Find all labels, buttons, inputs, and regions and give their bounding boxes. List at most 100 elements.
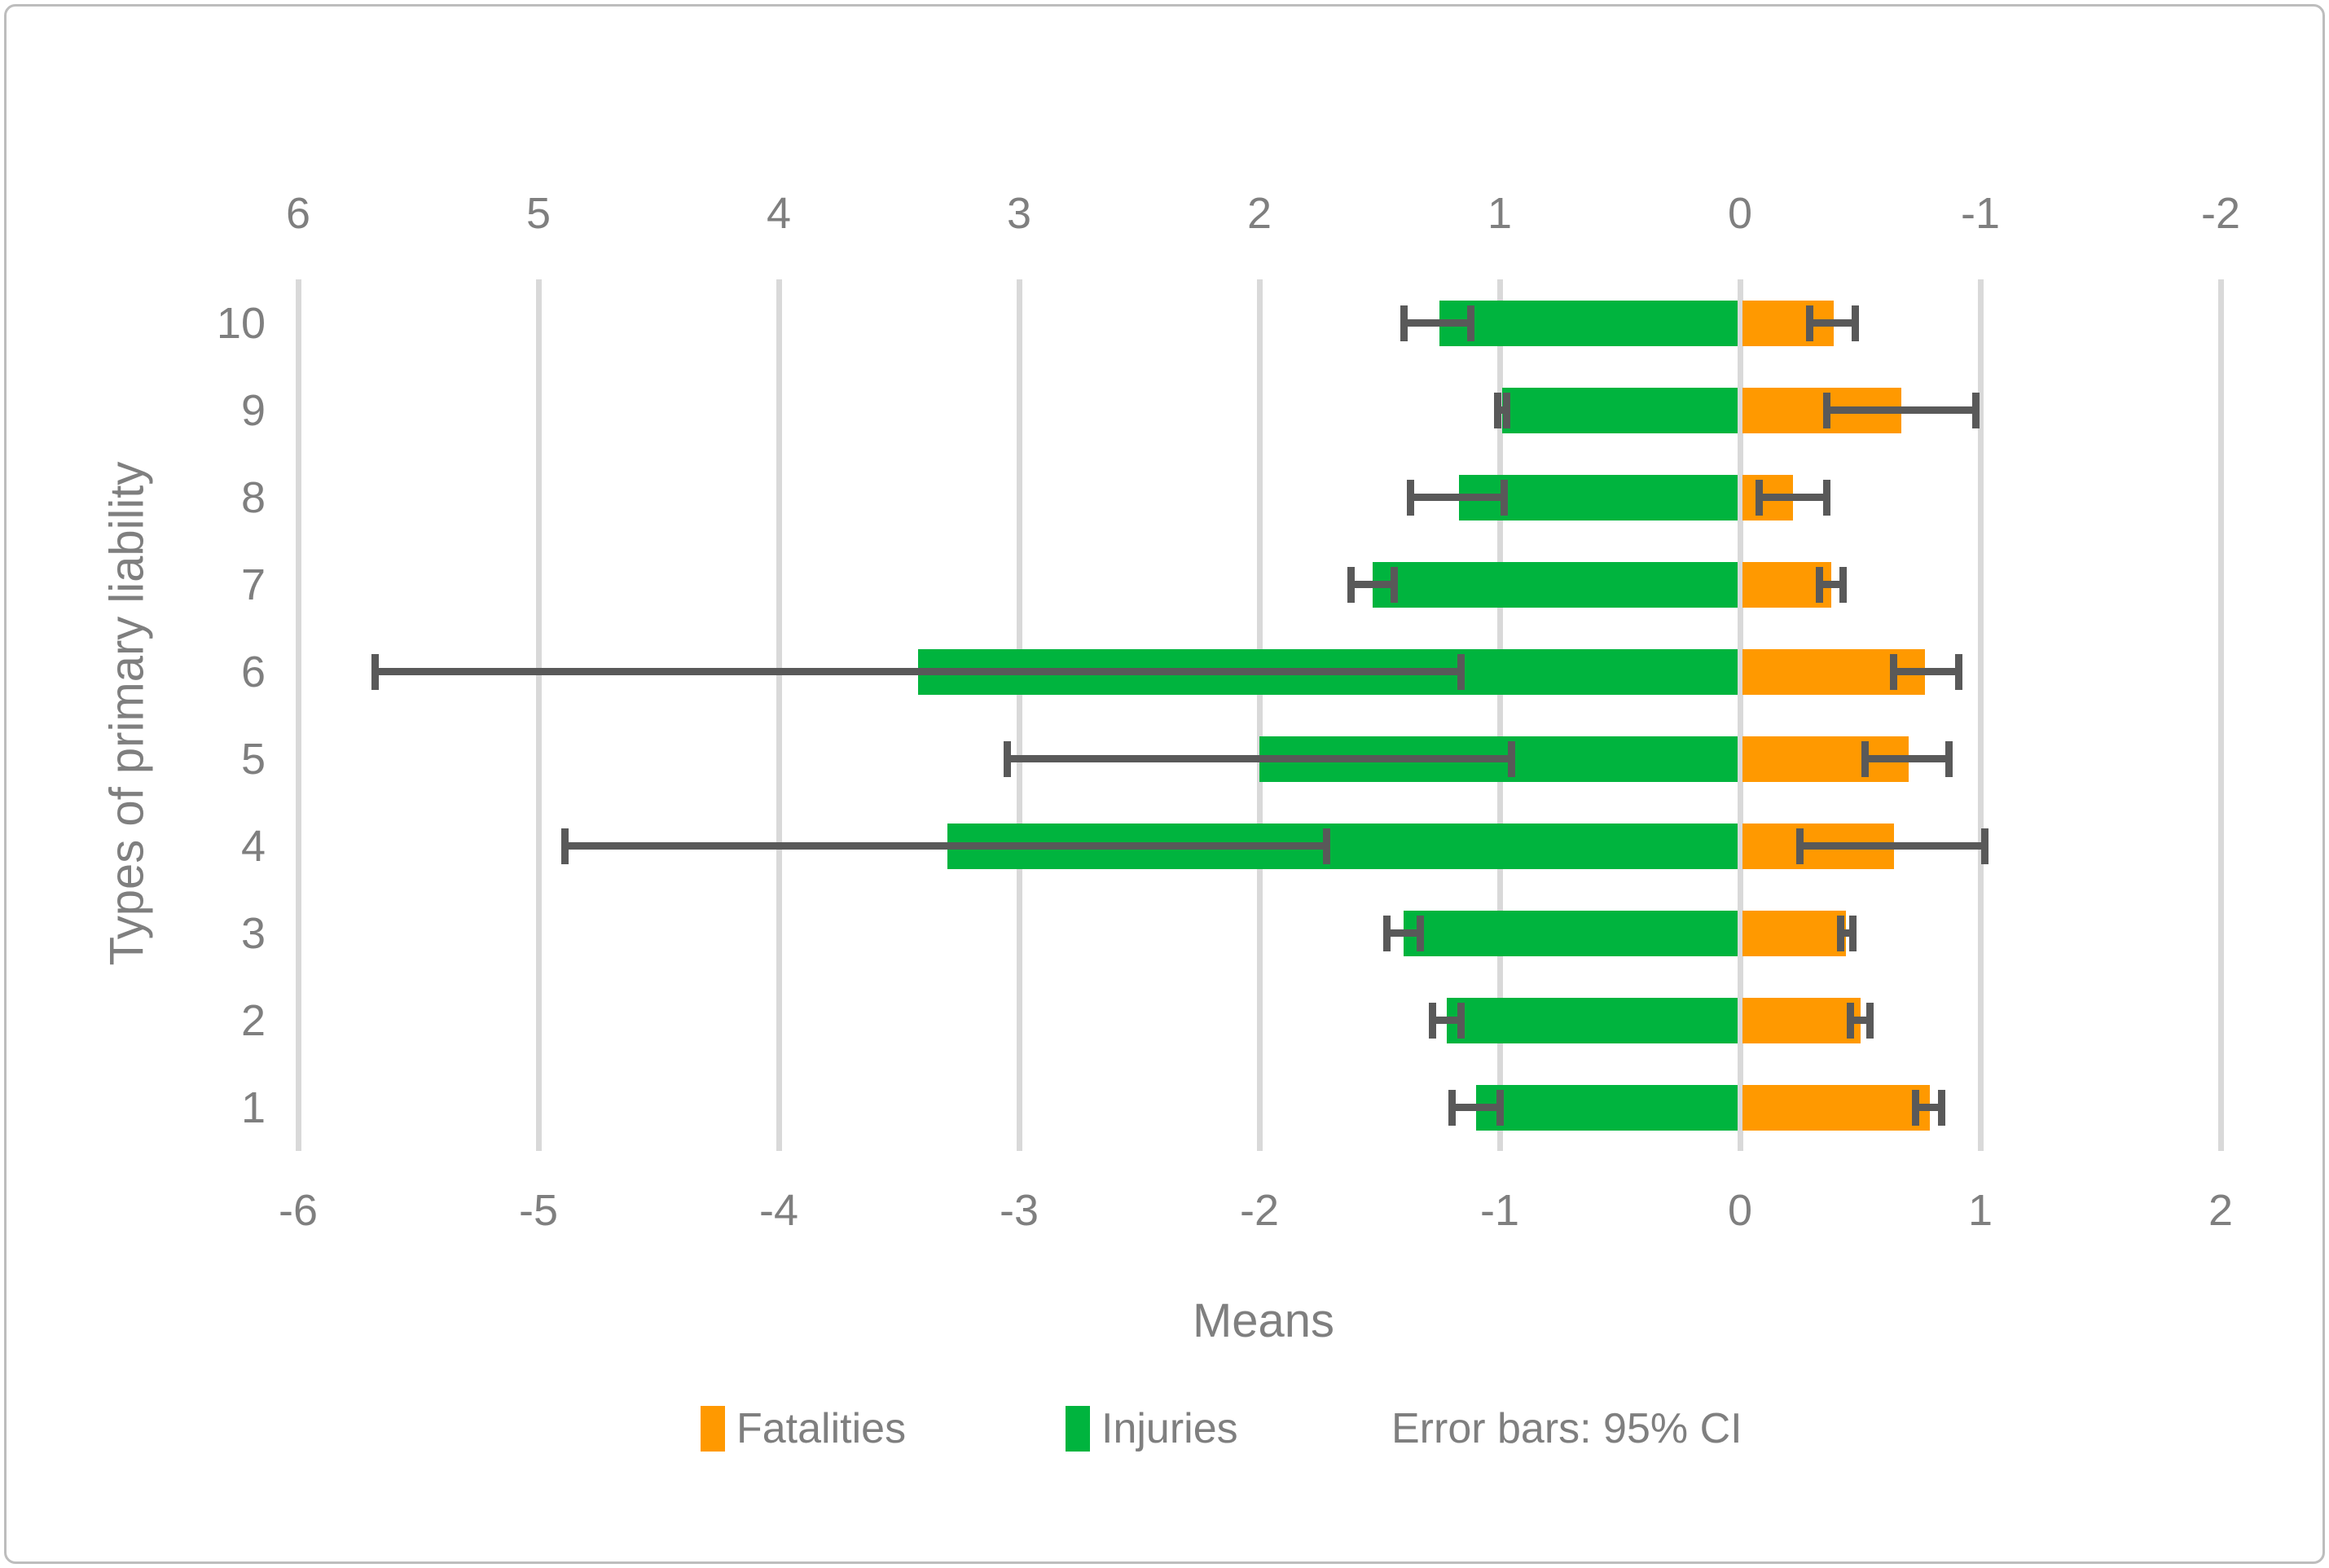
fatalities-error-bar-cap [1954, 653, 1962, 690]
fatalities-error-bar [1819, 581, 1843, 588]
fatalities-error-bar-cap [1822, 479, 1830, 516]
injuries-error-bar-cap [1457, 1002, 1466, 1039]
category-label: 9 [240, 385, 266, 435]
fatalities-error-bar-cap [1971, 392, 1980, 428]
fatalities-swatch-icon [701, 1406, 725, 1452]
fatalities-error-bar [1840, 929, 1853, 937]
injuries-bar [1475, 1084, 1738, 1131]
x-axis-title: Means [1192, 1294, 1335, 1347]
injuries-error-bar [1351, 581, 1395, 588]
top-axis-tick-label: 0 [1727, 189, 1753, 238]
chart-figure: 6 -6 5 -5 4 -4 3 -3 2 -2 1 -1 0 0 -1 1 -2 2 10 9 8 7 6 5 4 3 2 1 Me… [4, 4, 2325, 1564]
injuries-error-bar-cap [1417, 915, 1425, 951]
injuries-error-bar-cap [1503, 392, 1511, 428]
fatalities-error-bar-cap [1839, 566, 1848, 603]
plot-area: 6 -6 5 -5 4 -4 3 -3 2 -2 1 -1 0 0 -1 1 -2 2 10 9 8 7 6 5 4 3 2 1 [7, 7, 2322, 1561]
fatalities-error-bar-cap [1796, 828, 1804, 864]
fatalities-error-bar-cap [1815, 566, 1823, 603]
fatalities-error-bar-cap [1945, 740, 1953, 777]
top-axis-tick-label: -1 [1960, 189, 2000, 238]
injuries-error-bar [1452, 1104, 1500, 1111]
error-bar-note: Error bars: 95% CI [1391, 1405, 1742, 1452]
fatalities-bar [1742, 997, 1861, 1043]
injuries-error-bar-cap [1428, 1002, 1436, 1039]
fatalities-error-bar [1915, 1104, 1942, 1111]
legend-item-injuries: Injuries [1066, 1396, 1238, 1461]
fatalities-error-bar [1893, 668, 1959, 675]
bottom-axis-tick-label: 0 [1727, 1186, 1753, 1235]
gridline [535, 279, 542, 1151]
fatalities-error-bar [1850, 1017, 1870, 1024]
fatalities-error-bar-cap [1981, 828, 1989, 864]
category-label: 1 [240, 1083, 266, 1132]
top-axis-tick-label: 4 [766, 189, 792, 238]
injuries-error-bar-cap [1457, 653, 1466, 690]
injuries-error-bar-cap [1467, 305, 1475, 341]
bottom-axis-tick-label: 1 [1967, 1186, 1993, 1235]
fatalities-error-bar [1759, 494, 1827, 501]
bottom-axis-tick-label: -4 [758, 1186, 798, 1235]
gridline [295, 279, 301, 1151]
injuries-error-bar [1007, 755, 1512, 762]
bottom-axis-tick-label: -5 [518, 1186, 558, 1235]
fatalities-error-bar-cap [1837, 915, 1845, 951]
fatalities-error-bar [1799, 842, 1985, 850]
gridline [1016, 279, 1022, 1151]
fatalities-error-bar [1865, 755, 1949, 762]
gridline [1737, 279, 1743, 1151]
injuries-error-bar-cap [1496, 1089, 1504, 1126]
fatalities-error-bar-cap [1861, 740, 1869, 777]
top-axis-tick-label: 6 [285, 189, 311, 238]
fatalities-error-bar-cap [1890, 653, 1898, 690]
injuries-swatch-icon [1066, 1406, 1090, 1452]
gridline [1977, 279, 1984, 1151]
injuries-bar [1439, 300, 1738, 346]
top-axis-tick-label: 2 [1246, 189, 1272, 238]
fatalities-error-bar-cap [1911, 1089, 1919, 1126]
fatalities-error-bar-cap [1852, 305, 1860, 341]
fatalities-error-bar-cap [1849, 915, 1857, 951]
category-label: 8 [240, 472, 266, 522]
legend-item-fatalities: Fatalities [701, 1396, 906, 1461]
injuries-error-bar-cap [1382, 915, 1391, 951]
bottom-axis-tick-label: -3 [999, 1186, 1039, 1235]
fatalities-error-bar-cap [1865, 1002, 1874, 1039]
injuries-error-bar [1410, 494, 1505, 501]
injuries-error-bar-cap [1003, 740, 1011, 777]
fatalities-error-bar [1809, 319, 1856, 327]
top-axis-tick-label: 5 [525, 189, 551, 238]
fatalities-error-bar-cap [1806, 305, 1814, 341]
legend-label-injuries: Injuries [1101, 1405, 1238, 1452]
bottom-axis-tick-label: 2 [2208, 1186, 2234, 1235]
legend-label-fatalities: Fatalities [736, 1405, 907, 1452]
legend: Fatalities Injuries Error bars: 95% CI [701, 1396, 1923, 1461]
fatalities-bar [1742, 910, 1846, 956]
injuries-error-bar-cap [1508, 740, 1516, 777]
fatalities-error-bar-cap [1756, 479, 1764, 516]
fatalities-error-bar [1826, 406, 1976, 414]
category-label: 4 [240, 821, 266, 871]
category-label: 6 [240, 647, 266, 696]
bottom-axis-tick-label: -2 [1239, 1186, 1279, 1235]
bottom-axis-tick-label: -6 [278, 1186, 318, 1235]
injuries-error-bar-cap [1448, 1089, 1456, 1126]
injuries-error-bar-cap [1323, 828, 1331, 864]
y-axis-title: Types of primary liability [100, 461, 154, 966]
injuries-error-bar [1404, 319, 1471, 327]
fatalities-error-bar-cap [1847, 1002, 1855, 1039]
injuries-bar [1372, 561, 1738, 608]
injuries-error-bar-cap [1390, 566, 1398, 603]
bottom-axis-tick-label: -1 [1479, 1186, 1519, 1235]
top-axis-tick-label: 1 [1487, 189, 1513, 238]
injuries-error-bar [1497, 406, 1507, 414]
injuries-error-bar-cap [1400, 305, 1408, 341]
injuries-error-bar [565, 842, 1327, 850]
injuries-error-bar-cap [1407, 479, 1415, 516]
fatalities-bar [1742, 1084, 1931, 1131]
injuries-error-bar-cap [560, 828, 569, 864]
category-label: 3 [240, 908, 266, 958]
top-axis-tick-label: -2 [2200, 189, 2240, 238]
gridline [776, 279, 782, 1151]
injuries-error-bar [1386, 929, 1421, 937]
injuries-error-bar-cap [1347, 566, 1355, 603]
